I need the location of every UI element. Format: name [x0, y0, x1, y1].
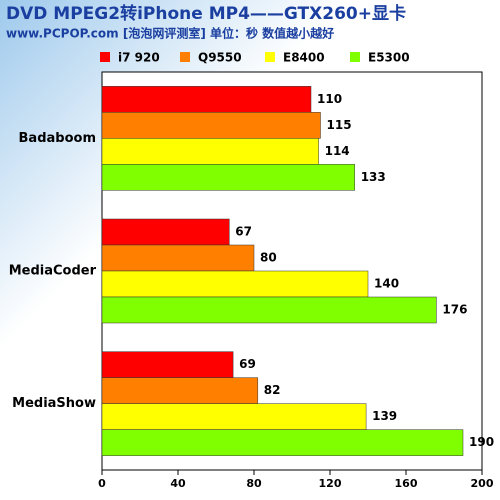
value-label: 176 — [442, 303, 467, 317]
x-tick-label: 120 — [319, 477, 342, 490]
legend-label: Q9550 — [198, 51, 242, 65]
bar — [101, 244, 255, 272]
value-label: 115 — [327, 118, 352, 132]
x-tick-label: 200 — [471, 477, 494, 490]
legend-swatch — [180, 52, 190, 62]
bar — [101, 429, 464, 456]
legend-swatch — [265, 52, 275, 62]
value-label: 133 — [361, 170, 386, 184]
legend-label: E5300 — [368, 51, 410, 65]
bar — [101, 86, 312, 113]
value-label: 190 — [469, 435, 494, 449]
bar — [101, 270, 369, 298]
value-label: 69 — [239, 357, 256, 371]
bar — [101, 138, 319, 165]
chart-title: DVD MPEG2转iPhone MP4——GTX260+显卡 — [6, 3, 406, 24]
bar — [101, 164, 355, 191]
legend-swatch — [100, 52, 110, 62]
bar — [101, 403, 367, 430]
legend-label: i7 920 — [118, 51, 160, 65]
bar — [101, 351, 234, 378]
value-label: 110 — [317, 92, 342, 106]
y-tick-label: Badaboom — [19, 131, 96, 146]
value-label: 80 — [260, 251, 277, 265]
value-label: 114 — [325, 144, 350, 158]
bar — [101, 112, 321, 139]
value-label: 67 — [235, 225, 252, 239]
value-label: 140 — [374, 277, 399, 291]
bar — [101, 296, 437, 324]
bar — [101, 377, 259, 404]
bar — [101, 218, 230, 246]
legend-label: E8400 — [283, 51, 325, 65]
value-label: 139 — [372, 409, 397, 423]
y-tick-label: MediaShow — [12, 396, 96, 411]
legend-swatch — [350, 52, 360, 62]
x-tick-label: 0 — [98, 477, 106, 490]
x-tick-label: 80 — [246, 477, 262, 490]
y-tick-label: MediaCoder — [9, 264, 97, 279]
value-label: 82 — [264, 383, 281, 397]
x-tick-label: 40 — [170, 477, 186, 490]
chart-subtitle: www.PCPOP.com [泡泡网评测室] 单位：秒 数值越小越好 — [6, 26, 334, 41]
x-tick-label: 160 — [395, 477, 418, 490]
